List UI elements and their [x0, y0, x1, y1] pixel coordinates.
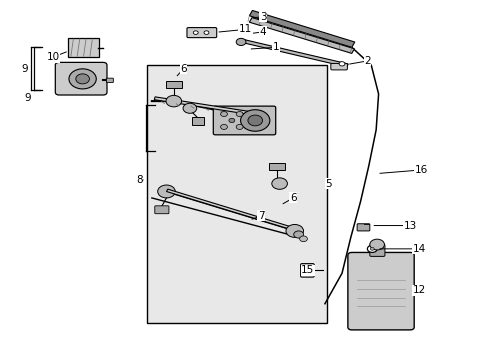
Circle shape	[183, 103, 196, 113]
Text: 6: 6	[289, 193, 296, 203]
FancyBboxPatch shape	[68, 39, 99, 57]
FancyBboxPatch shape	[356, 224, 369, 231]
Circle shape	[369, 247, 373, 250]
Text: 4: 4	[259, 27, 266, 37]
Bar	[147, 65, 327, 323]
Text: 3: 3	[259, 12, 266, 22]
Circle shape	[338, 62, 344, 66]
Circle shape	[193, 31, 198, 35]
Circle shape	[293, 231, 303, 238]
Text: 10: 10	[47, 52, 60, 62]
Text: 8: 8	[136, 175, 142, 185]
Text: 9: 9	[22, 64, 28, 74]
Text: 13: 13	[403, 221, 416, 230]
Text: 6: 6	[180, 64, 186, 74]
Polygon shape	[249, 18, 354, 53]
Polygon shape	[166, 189, 294, 230]
Circle shape	[236, 39, 245, 45]
Circle shape	[220, 112, 227, 117]
Text: 5: 5	[325, 179, 331, 189]
FancyBboxPatch shape	[55, 62, 107, 95]
FancyBboxPatch shape	[213, 106, 275, 135]
Polygon shape	[239, 39, 347, 67]
Text: 14: 14	[411, 244, 425, 254]
Circle shape	[236, 125, 243, 130]
FancyBboxPatch shape	[269, 163, 285, 170]
Text: 2: 2	[364, 56, 370, 66]
Text: 1: 1	[272, 42, 279, 52]
Text: 12: 12	[411, 285, 425, 296]
Circle shape	[158, 185, 175, 198]
Text: 15: 15	[301, 265, 314, 275]
Circle shape	[69, 69, 96, 89]
Circle shape	[203, 31, 208, 35]
Circle shape	[285, 225, 303, 237]
FancyBboxPatch shape	[186, 28, 216, 38]
Text: 11: 11	[238, 24, 252, 35]
Circle shape	[220, 125, 227, 130]
Circle shape	[271, 178, 287, 189]
Polygon shape	[249, 10, 354, 47]
Text: 9: 9	[24, 93, 31, 103]
FancyBboxPatch shape	[191, 117, 203, 125]
Circle shape	[76, 74, 89, 84]
Text: 7: 7	[257, 211, 264, 221]
Circle shape	[247, 115, 262, 126]
FancyBboxPatch shape	[347, 252, 413, 330]
FancyBboxPatch shape	[165, 81, 181, 88]
FancyBboxPatch shape	[330, 63, 346, 70]
FancyBboxPatch shape	[300, 264, 314, 277]
Circle shape	[165, 95, 181, 107]
Circle shape	[236, 112, 243, 117]
Text: 16: 16	[413, 165, 427, 175]
Circle shape	[240, 110, 269, 131]
Circle shape	[369, 239, 384, 250]
FancyBboxPatch shape	[106, 78, 113, 82]
FancyBboxPatch shape	[155, 206, 168, 214]
Circle shape	[299, 236, 307, 242]
Polygon shape	[154, 97, 247, 114]
FancyBboxPatch shape	[369, 244, 384, 256]
Circle shape	[228, 118, 234, 123]
Circle shape	[366, 245, 376, 252]
